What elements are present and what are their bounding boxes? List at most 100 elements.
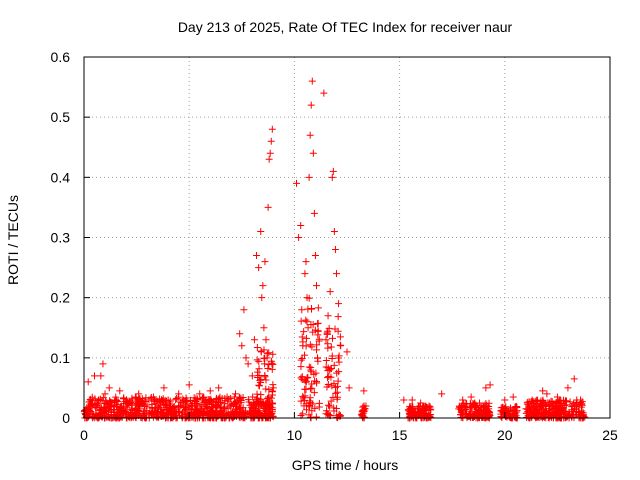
data-point <box>564 411 572 419</box>
data-point <box>329 334 337 342</box>
data-point <box>246 408 254 416</box>
data-point <box>298 375 306 383</box>
data-point <box>315 337 323 345</box>
data-point <box>360 387 368 395</box>
data-point <box>249 393 257 401</box>
data-point <box>570 375 578 383</box>
data-point <box>240 306 248 314</box>
data-point <box>438 390 446 398</box>
data-point <box>305 363 313 371</box>
data-point <box>483 401 491 409</box>
data-point <box>101 407 109 415</box>
data-point <box>264 365 272 373</box>
data-point <box>308 407 316 415</box>
data-point <box>320 89 328 97</box>
data-point <box>322 356 330 364</box>
data-point <box>498 403 506 411</box>
data-point <box>265 155 273 163</box>
data-point <box>324 374 332 382</box>
data-point <box>469 399 477 407</box>
data-point <box>575 403 583 411</box>
data-point <box>506 413 514 421</box>
data-point <box>194 395 202 403</box>
data-point <box>105 384 113 392</box>
x-tick-label: 15 <box>392 427 408 443</box>
data-point <box>259 282 267 290</box>
data-point <box>326 288 334 296</box>
chart-title: Day 213 of 2025, Rate Of TEC Index for r… <box>178 19 513 35</box>
data-point <box>459 396 467 404</box>
data-point <box>257 379 265 387</box>
data-point <box>330 227 338 235</box>
data-point <box>199 408 207 416</box>
data-point <box>528 396 536 404</box>
data-point <box>572 399 580 407</box>
data-point <box>328 382 336 390</box>
data-point <box>336 333 344 341</box>
data-point <box>253 356 261 364</box>
data-point <box>242 354 250 362</box>
data-point <box>303 318 311 326</box>
data-point <box>335 352 343 360</box>
data-point <box>250 400 258 408</box>
data-point <box>297 221 305 229</box>
data-point <box>158 397 166 405</box>
data-point <box>299 342 307 350</box>
data-point <box>334 377 342 385</box>
data-point <box>184 409 192 417</box>
data-point <box>303 294 311 302</box>
data-point <box>231 409 239 417</box>
data-point <box>175 390 183 398</box>
plot-frame <box>83 56 611 419</box>
data-point <box>324 401 332 409</box>
y-axis-ticks: 0 0.1 0.2 0.3 0.4 0.5 0.6 <box>51 49 90 426</box>
data-point <box>257 391 265 399</box>
data-point <box>306 413 314 421</box>
data-point <box>207 407 215 415</box>
data-point <box>97 408 105 416</box>
data-point <box>501 396 509 404</box>
data-point <box>324 312 332 320</box>
data-point <box>302 377 310 385</box>
data-point <box>300 328 308 336</box>
data-point <box>417 399 425 407</box>
data-point <box>312 413 320 421</box>
data-point <box>88 401 96 409</box>
data-point <box>138 395 146 403</box>
x-tick-label: 0 <box>80 427 88 443</box>
data-point <box>333 388 341 396</box>
data-point <box>236 403 244 411</box>
y-tick-label: 0 <box>62 410 70 426</box>
data-point <box>122 402 130 410</box>
data-point <box>532 410 540 418</box>
data-point <box>99 360 107 368</box>
data-point <box>236 408 244 416</box>
data-point <box>550 401 558 409</box>
data-point <box>129 413 137 421</box>
data-point <box>332 389 340 397</box>
data-point <box>95 396 103 404</box>
data-point <box>297 356 305 364</box>
data-point <box>231 390 239 398</box>
data-point <box>297 374 305 382</box>
data-point <box>149 413 157 421</box>
data-point <box>455 403 463 411</box>
data-point <box>307 366 315 374</box>
data-point <box>209 403 217 411</box>
data-point <box>264 405 272 413</box>
data-point <box>107 402 115 410</box>
data-point <box>314 304 322 312</box>
data-point <box>248 372 256 380</box>
data-point <box>119 408 127 416</box>
data-point <box>236 330 244 338</box>
data-point <box>308 305 316 313</box>
data-point <box>254 368 262 376</box>
data-point <box>302 316 310 324</box>
data-point <box>359 407 367 415</box>
data-point <box>154 397 162 405</box>
data-point <box>267 357 275 365</box>
data-point <box>164 396 172 404</box>
data-point <box>566 398 574 406</box>
data-point <box>463 410 471 418</box>
data-point <box>309 149 317 157</box>
